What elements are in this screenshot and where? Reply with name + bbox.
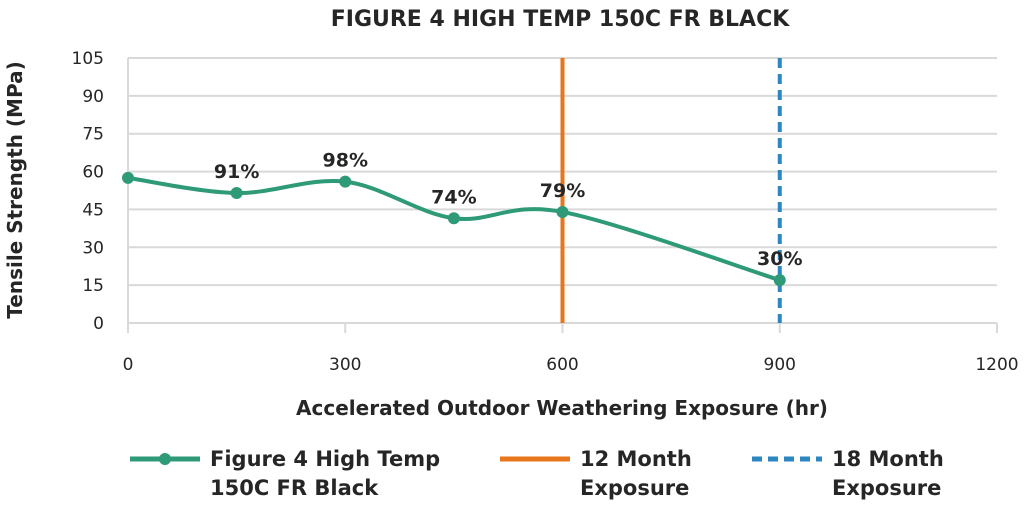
data-label: 98% — [323, 150, 368, 172]
y-axis-label: Tensile Strength (MPa) — [3, 61, 27, 318]
data-point — [773, 274, 786, 287]
legend-label: 150C FR Black — [210, 476, 379, 500]
y-tick-label: 15 — [82, 276, 104, 296]
legend-label: Figure 4 High Temp — [210, 447, 440, 471]
x-tick-label: 900 — [764, 355, 796, 375]
y-tick-label: 60 — [82, 163, 104, 183]
legend-label: 12 Month — [580, 447, 692, 471]
data-label: 91% — [214, 161, 259, 183]
legend-item: 18 Month Exposure — [752, 447, 944, 500]
legend-marker — [159, 453, 171, 465]
data-point — [339, 175, 352, 188]
legend-item: Figure 4 High Temp 150C FR Black — [130, 447, 440, 500]
data-label: 74% — [431, 186, 476, 208]
x-tick-label: 1200 — [975, 355, 1018, 375]
y-tick-label: 0 — [93, 314, 104, 334]
data-label: 30% — [757, 248, 802, 270]
y-ticks: 0 15 30 45 60 75 90 105 — [72, 49, 104, 334]
vertical-lines — [560, 58, 782, 323]
data-label: 79% — [540, 180, 585, 202]
series: 91% 98% 74% 79% 30% — [122, 150, 802, 287]
x-ticks: 0 300 600 900 1200 — [123, 355, 1019, 375]
x-axis-label: Accelerated Outdoor Weathering Exposure … — [296, 396, 828, 420]
y-tick-label: 30 — [82, 238, 104, 258]
x-tick-label: 0 — [123, 355, 134, 375]
x-tick-label: 600 — [546, 355, 578, 375]
legend-label: 18 Month — [832, 447, 944, 471]
y-tick-label: 45 — [82, 200, 104, 220]
y-tick-label: 105 — [72, 49, 104, 69]
legend: Figure 4 High Temp 150C FR Black 12 Month E… — [130, 447, 944, 500]
data-point — [556, 205, 569, 218]
y-tick-label: 90 — [82, 87, 104, 107]
data-point — [122, 171, 134, 184]
chart-title: FIGURE 4 HIGH TEMP 150C FR BLACK — [331, 7, 790, 32]
legend-item: 12 Month Exposure — [500, 447, 692, 500]
y-tick-label: 75 — [82, 125, 104, 145]
data-point — [230, 187, 243, 200]
legend-label: Exposure — [832, 476, 941, 500]
x-tick-label: 300 — [329, 355, 361, 375]
data-point — [447, 212, 460, 225]
legend-label: Exposure — [580, 476, 689, 500]
